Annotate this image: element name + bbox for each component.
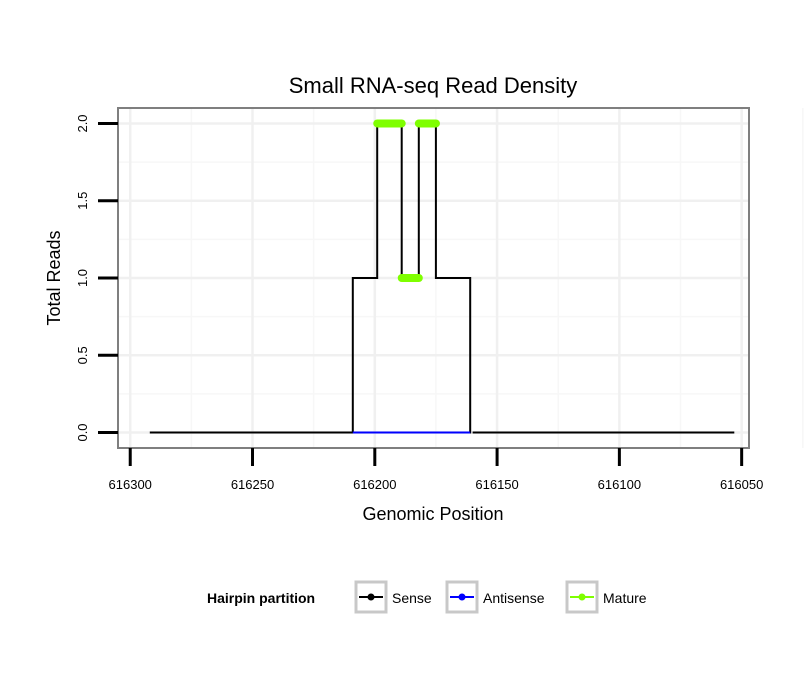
legend-title: Hairpin partition — [207, 590, 315, 606]
y-axis: 0.0 0.5 1.0 1.5 2.0 — [75, 114, 118, 442]
x-axis: 616300 616250 616200 616150 616100 616050 — [109, 448, 763, 492]
x-tick-label: 616250 — [231, 477, 274, 492]
plot-area — [117, 107, 804, 449]
chart-title: Small RNA-seq Read Density — [289, 73, 578, 98]
y-tick-label: 0.0 — [75, 423, 90, 441]
x-tick-label: 616150 — [475, 477, 518, 492]
y-axis-title: Total Reads — [44, 230, 64, 325]
legend-entries: Sense Antisense Mature — [354, 580, 647, 614]
x-tick-label: 616300 — [109, 477, 152, 492]
y-tick-label: 2.0 — [75, 114, 90, 132]
y-tick-label: 1.0 — [75, 269, 90, 287]
legend-dot-antisense — [458, 593, 466, 601]
legend-dot-mature — [578, 593, 586, 601]
legend-label-antisense: Antisense — [483, 590, 545, 606]
series-layer — [149, 119, 735, 434]
y-tick-label: 1.5 — [75, 192, 90, 210]
legend-label-mature: Mature — [603, 590, 647, 606]
y-tick-label: 0.5 — [75, 346, 90, 364]
legend-dot-sense — [367, 593, 375, 601]
x-tick-label: 616050 — [720, 477, 763, 492]
x-tick-label: 616100 — [598, 477, 641, 492]
legend: Hairpin partition Sense Antisense Mature — [207, 580, 647, 614]
x-axis-title: Genomic Position — [362, 504, 503, 524]
legend-label-sense: Sense — [392, 590, 432, 606]
x-tick-label: 616200 — [353, 477, 396, 492]
